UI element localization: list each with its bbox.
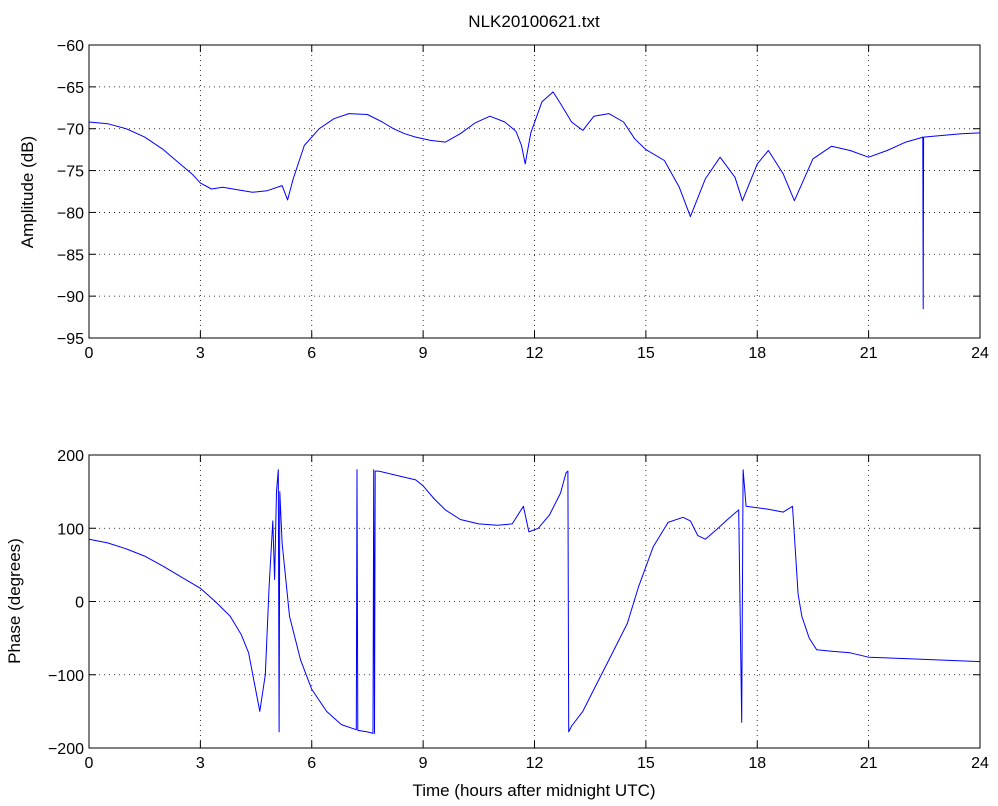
amplitude-y-tick-label: −95 [57, 331, 84, 348]
amplitude-y-tick-label: −60 [57, 38, 84, 55]
amplitude-series [88, 91, 981, 310]
phase-y-tick-label: 0 [75, 595, 84, 612]
amplitude-y-tick-label: −70 [57, 122, 84, 139]
phase-x-tick-label: 15 [637, 755, 655, 772]
amplitude-y-tick-label: −90 [57, 289, 84, 306]
amplitude-x-tick-label: 9 [419, 345, 428, 362]
phase-x-tick-label: 21 [860, 755, 878, 772]
phase-ticks: 0 3 6 9 12 15 18 21 24 −200 −100 0 100 200 [48, 448, 989, 772]
phase-x-tick-label: 12 [526, 755, 544, 772]
phase-x-tick-label: 0 [85, 755, 94, 772]
phase-x-tick-label: 18 [748, 755, 766, 772]
phase-y-tick-label: −100 [48, 668, 84, 685]
amplitude-grid [89, 45, 980, 338]
amplitude-x-tick-label: 21 [860, 345, 878, 362]
phase-y-tick-label: −200 [48, 741, 84, 758]
phase-x-axis-label: Time (hours after midnight UTC) [412, 781, 655, 800]
amplitude-x-tick-label: 0 [85, 345, 94, 362]
phase-x-tick-label: 6 [307, 755, 316, 772]
amplitude-series-line [88, 91, 981, 310]
amplitude-x-tick-label: 15 [637, 345, 655, 362]
amplitude-y-tick-label: −65 [57, 80, 84, 97]
phase-series [88, 469, 981, 734]
phase-grid [89, 455, 980, 748]
amplitude-plot-area [88, 44, 981, 339]
phase-x-tick-label: 9 [419, 755, 428, 772]
amplitude-ticks: 0 3 6 9 12 15 18 21 24 −95 −90 −85 −80 −75 −70 −65 −60 [57, 38, 989, 362]
figure-title: NLK20100621.txt [468, 12, 600, 31]
phase-y-tick-label: 200 [57, 448, 84, 465]
phase-y-axis-label: Phase (degrees) [5, 538, 24, 664]
phase-x-tick-label: 3 [196, 755, 205, 772]
phase-plot: 0 3 6 9 12 15 18 21 24 −200 −100 0 100 200 Phase (deg… [5, 448, 989, 800]
phase-series-line [88, 469, 981, 734]
amplitude-x-tick-label: 3 [196, 345, 205, 362]
phase-y-tick-label: 100 [57, 521, 84, 538]
amplitude-y-tick-label: −80 [57, 205, 84, 222]
amplitude-x-tick-label: 18 [748, 345, 766, 362]
amplitude-plot: 0 3 6 9 12 15 18 21 24 −95 −90 −85 −80 −75 −70 −65 −60 A… [18, 38, 989, 362]
amplitude-y-tick-label: −75 [57, 164, 84, 181]
phase-x-tick-label: 24 [971, 755, 989, 772]
amplitude-x-tick-label: 24 [971, 345, 989, 362]
amplitude-x-tick-label: 6 [307, 345, 316, 362]
amplitude-y-axis-label: Amplitude (dB) [18, 136, 37, 248]
amplitude-x-tick-label: 12 [526, 345, 544, 362]
amplitude-y-tick-label: −85 [57, 247, 84, 264]
